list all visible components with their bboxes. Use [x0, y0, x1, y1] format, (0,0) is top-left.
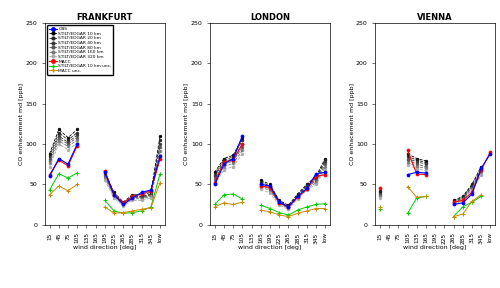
Y-axis label: CO enhacement md [ppb]: CO enhacement md [ppb]: [184, 83, 190, 165]
Y-axis label: CO enhacement md [ppb]: CO enhacement md [ppb]: [350, 83, 354, 165]
X-axis label: wind direction [deg]: wind direction [deg]: [238, 245, 302, 250]
Title: LONDON: LONDON: [250, 13, 290, 22]
X-axis label: wind direction [deg]: wind direction [deg]: [73, 245, 136, 250]
Title: VIENNA: VIENNA: [418, 13, 453, 22]
Title: FRANKFURT: FRANKFURT: [76, 13, 133, 22]
X-axis label: wind direction [deg]: wind direction [deg]: [404, 245, 467, 250]
Legend: OBS, STILT/EDGAR 10 km, STILT/EDGAR 20 km, STILT/EDGAR 40 km, STILT/EDGAR 80 km,: OBS, STILT/EDGAR 10 km, STILT/EDGAR 20 k…: [47, 25, 114, 75]
Y-axis label: CO enhacement md [ppb]: CO enhacement md [ppb]: [19, 83, 24, 165]
